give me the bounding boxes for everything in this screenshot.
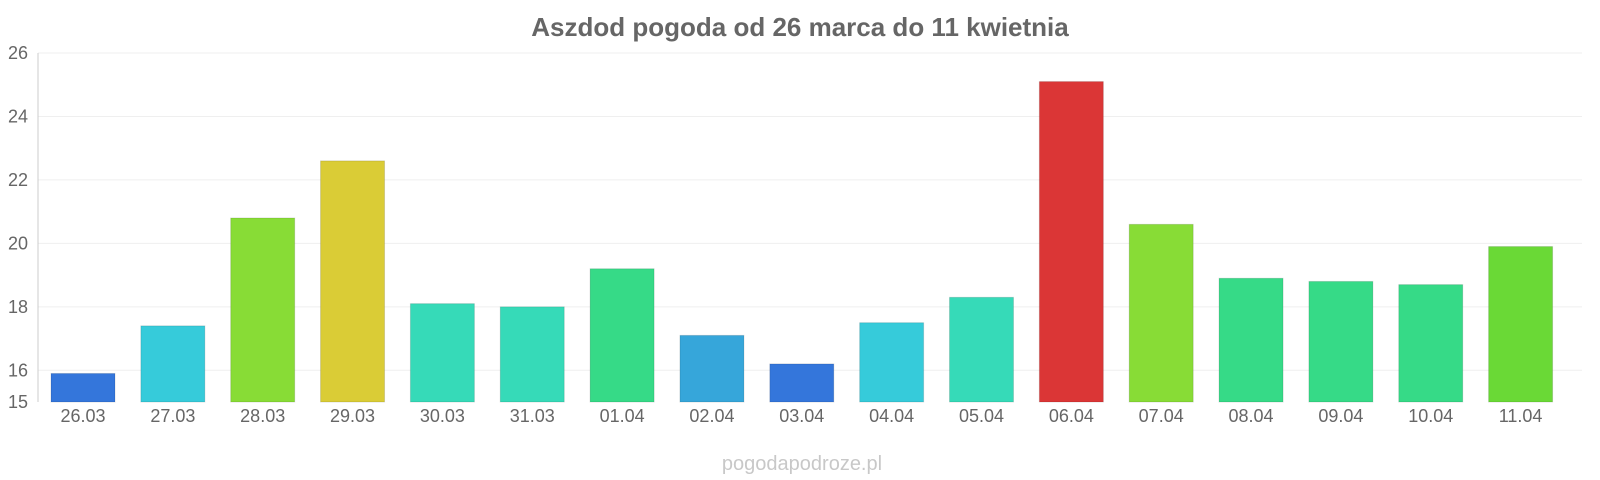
y-tick-label: 20 <box>8 233 28 253</box>
x-tick-label: 06.04 <box>1049 406 1094 426</box>
bar-29.03 <box>320 160 386 403</box>
bar-06.04 <box>1038 81 1104 403</box>
x-tick-label: 11.04 <box>1499 406 1543 426</box>
bar-09.04 <box>1308 280 1374 403</box>
bar-30.03 <box>409 303 475 403</box>
x-tick-label: 04.04 <box>869 406 914 426</box>
x-tick-label: 01.04 <box>600 406 645 426</box>
x-tick-label: 07.04 <box>1139 406 1184 426</box>
bar-26.03 <box>50 372 116 403</box>
y-tick-label: 24 <box>8 106 28 126</box>
x-tick-label: 09.04 <box>1318 406 1363 426</box>
y-tick-label: 18 <box>8 297 28 317</box>
bar-27.03 <box>140 325 206 403</box>
bar-03.04 <box>769 363 835 403</box>
bar-04.04 <box>859 322 925 403</box>
x-tick-label: 03.04 <box>779 406 824 426</box>
x-tick-label: 30.03 <box>420 406 465 426</box>
x-tick-label: 02.04 <box>689 406 734 426</box>
x-tick-label: 26.03 <box>60 406 105 426</box>
y-tick-label: 15 <box>8 392 28 412</box>
y-tick-label: 22 <box>8 170 28 190</box>
y-axis-ticks: 15 16 18 20 22 24 26 <box>8 43 28 412</box>
x-tick-label: 05.04 <box>959 406 1004 426</box>
bar-31.03 <box>499 306 565 403</box>
bar-11.04 <box>1488 246 1554 403</box>
x-tick-label: 27.03 <box>150 406 195 426</box>
x-tick-label: 10.04 <box>1408 406 1453 426</box>
bar-07.04 <box>1128 223 1194 403</box>
bar-01.04 <box>589 268 655 403</box>
x-tick-label: 08.04 <box>1229 406 1274 426</box>
x-axis-ticks: 26.03 27.03 28.03 29.03 30.03 31.03 01.04 02.04… <box>60 406 1542 426</box>
y-tick-label: 26 <box>8 43 28 63</box>
bar-05.04 <box>949 296 1014 403</box>
x-tick-label: 28.03 <box>240 406 285 426</box>
bar-28.03 <box>230 217 296 403</box>
bar-08.04 <box>1218 277 1284 403</box>
bar-10.04 <box>1398 284 1464 403</box>
y-tick-label: 16 <box>8 360 28 380</box>
x-tick-label: 31.03 <box>510 406 555 426</box>
chart-title: Aszdod pogoda od 26 marca do 11 kwietnia <box>531 12 1069 42</box>
x-tick-label: 29.03 <box>330 406 375 426</box>
bar-02.04 <box>679 334 745 403</box>
bars <box>50 81 1554 403</box>
watermark: pogodapodroze.pl <box>722 453 882 475</box>
